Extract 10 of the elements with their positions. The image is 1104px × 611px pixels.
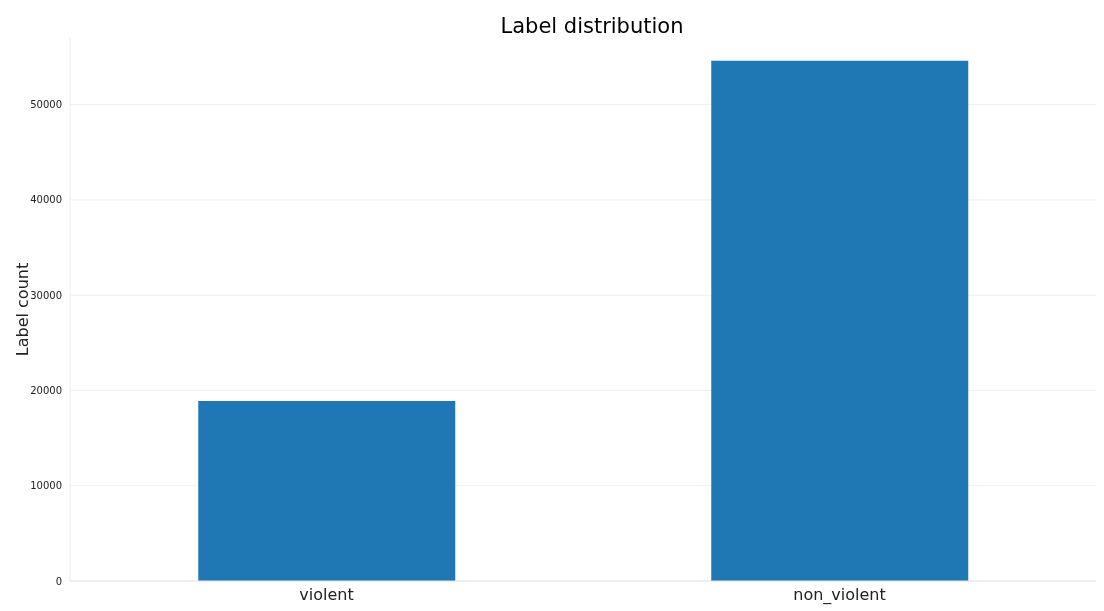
x-tick-label: violent xyxy=(299,585,354,605)
x-tick-label: non_violent xyxy=(793,585,886,606)
y-tick-label: 50000 xyxy=(30,99,62,111)
y-tick-label: 10000 xyxy=(30,480,62,492)
y-tick-label: 40000 xyxy=(30,194,62,206)
y-tick-label: 20000 xyxy=(30,385,62,397)
chart-title: Label distribution xyxy=(500,14,684,38)
y-tick-label: 0 xyxy=(55,575,62,587)
y-axis-title: Label count xyxy=(12,262,32,357)
y-tick-label: 30000 xyxy=(30,289,62,301)
